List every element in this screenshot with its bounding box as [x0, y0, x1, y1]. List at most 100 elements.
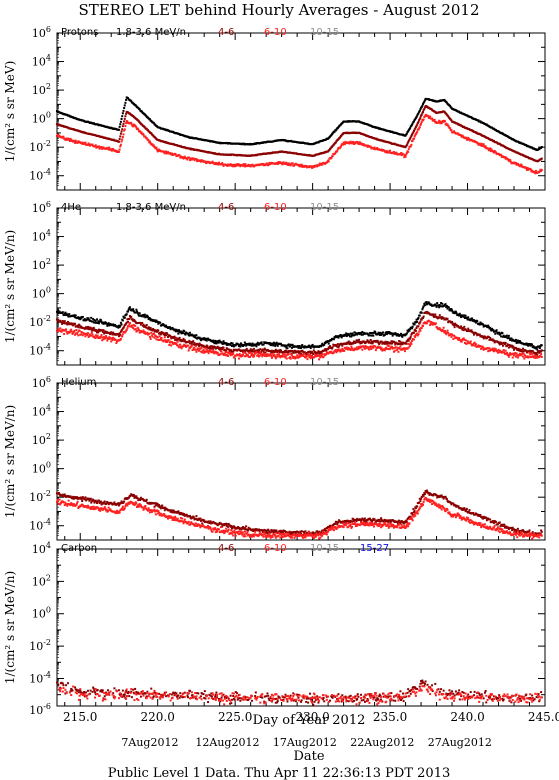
data-point — [459, 339, 462, 342]
data-point — [517, 163, 520, 166]
data-point — [431, 313, 434, 316]
data-point — [463, 325, 466, 328]
data-point — [482, 143, 485, 146]
data-point — [298, 345, 301, 348]
data-point — [418, 127, 421, 130]
data-point — [141, 324, 144, 327]
data-point — [426, 302, 429, 305]
data-point — [212, 349, 215, 352]
data-point — [314, 351, 317, 354]
data-point — [427, 114, 430, 117]
data-point — [336, 335, 339, 338]
data-point — [152, 122, 155, 125]
data-point — [275, 356, 278, 359]
data-point — [137, 313, 140, 316]
data-point — [299, 163, 302, 166]
data-point — [403, 154, 406, 157]
data-point — [349, 140, 352, 143]
data-point — [434, 120, 437, 123]
data-point — [95, 321, 98, 324]
data-point — [88, 144, 91, 147]
data-point — [303, 351, 306, 354]
data-point — [374, 345, 377, 348]
data-point — [493, 350, 496, 353]
data-point — [127, 97, 130, 100]
data-point — [431, 314, 434, 317]
data-point — [456, 337, 459, 340]
data-point — [479, 321, 482, 324]
data-point — [337, 348, 340, 351]
data-point — [74, 316, 77, 319]
data-point — [232, 165, 235, 168]
data-point — [494, 151, 497, 154]
data-point — [243, 351, 246, 354]
data-point — [439, 122, 442, 125]
data-point — [336, 345, 339, 348]
y-tick-label: 104 — [32, 54, 51, 69]
data-point — [87, 328, 90, 331]
data-point — [148, 328, 151, 331]
data-point — [192, 334, 195, 337]
data-point — [411, 132, 414, 135]
data-point — [478, 142, 481, 145]
data-point — [234, 344, 237, 347]
data-point — [178, 154, 181, 157]
data-point — [286, 162, 289, 165]
data-point — [101, 336, 104, 339]
data-point — [381, 331, 384, 334]
data-point — [540, 169, 543, 172]
data-point — [458, 312, 461, 315]
data-point — [99, 319, 102, 322]
data-point — [385, 150, 388, 153]
data-point — [460, 327, 463, 330]
plot-frame — [56, 382, 546, 541]
data-point — [400, 343, 403, 346]
data-point — [367, 346, 370, 349]
data-point — [291, 356, 294, 359]
data-point — [56, 133, 59, 136]
legend-entry: 6-10 — [264, 27, 287, 38]
data-point — [153, 329, 156, 332]
data-point — [493, 139, 496, 142]
data-point — [466, 138, 469, 141]
data-point — [380, 347, 383, 350]
data-point — [407, 339, 410, 342]
data-point — [123, 128, 126, 131]
data-point — [432, 321, 435, 324]
data-point — [455, 324, 458, 327]
data-point — [243, 165, 246, 168]
data-point — [396, 334, 399, 337]
data-point — [105, 335, 108, 338]
data-point — [97, 145, 100, 148]
data-point — [218, 347, 221, 350]
data-point — [330, 157, 333, 160]
data-point — [198, 342, 201, 345]
data-point — [276, 353, 279, 356]
data-point — [449, 105, 452, 108]
data-point — [387, 347, 390, 350]
data-point — [507, 158, 510, 161]
data-point — [211, 160, 214, 163]
data-point — [449, 127, 452, 130]
data-point — [479, 120, 482, 123]
data-point — [393, 346, 396, 349]
data-point — [103, 335, 106, 338]
data-point — [528, 343, 531, 346]
data-point — [211, 346, 214, 349]
data-point — [409, 337, 412, 340]
data-point — [407, 150, 410, 153]
data-point — [459, 326, 462, 329]
data-point — [91, 143, 94, 146]
data-point — [409, 344, 412, 347]
data-point — [355, 348, 358, 351]
data-point — [148, 118, 151, 121]
data-point — [215, 351, 218, 354]
data-point — [511, 353, 514, 356]
data-point — [430, 303, 433, 306]
data-point — [438, 316, 441, 319]
data-point — [127, 320, 130, 323]
data-point — [406, 339, 409, 342]
data-point — [219, 353, 222, 356]
data-point — [285, 354, 288, 357]
data-point — [74, 333, 77, 336]
